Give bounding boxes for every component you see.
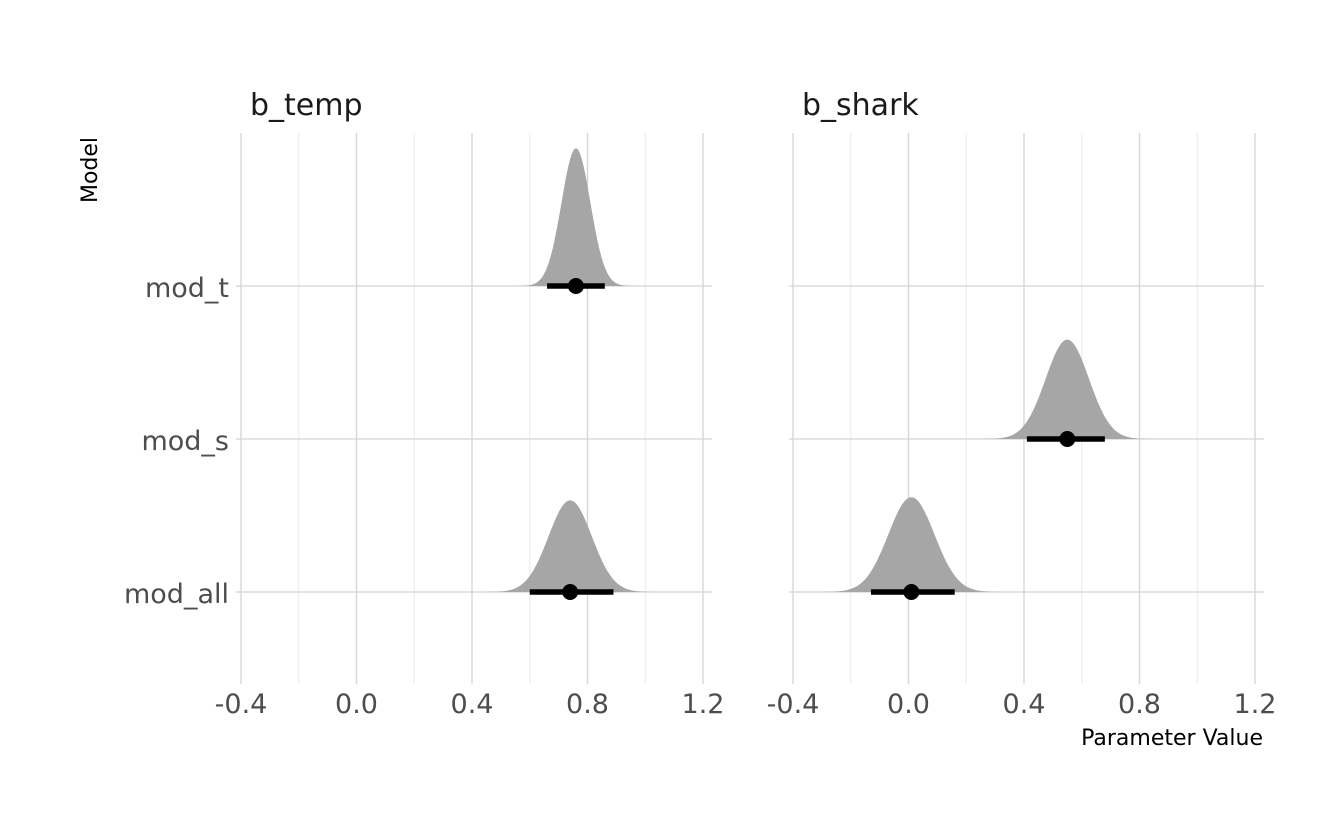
facet-panel: b_temp -0.4 0.0 0.4 0.8 1.2 — [215, 88, 725, 720]
density-shape — [980, 339, 1154, 439]
x-tick-label: -0.4 — [767, 689, 820, 720]
point-estimate — [567, 278, 584, 294]
density-shape — [819, 497, 1004, 592]
panels: b_temp -0.4 0.0 0.4 0.8 1.2 b_shark -0.4 0.0 0.4 0… — [215, 88, 1277, 720]
x-tick-label: -0.4 — [215, 689, 268, 720]
y-axis-labels: mod_t mod_s mod_all — [124, 273, 229, 610]
point-estimate — [1059, 431, 1076, 447]
y-tick-label: mod_s — [141, 426, 229, 457]
point-estimate — [562, 584, 579, 600]
y-tick-label: mod_all — [124, 579, 229, 610]
x-tick-label: 0.0 — [335, 689, 378, 720]
x-tick-label: 0.8 — [566, 689, 609, 720]
x-tick-label: 0.4 — [1003, 689, 1046, 720]
x-tick-label: 0.4 — [451, 689, 494, 720]
facet-title: b_shark — [802, 88, 919, 123]
x-axis-title: Parameter Value — [1081, 726, 1263, 751]
facet-panel: b_shark -0.4 0.0 0.4 0.8 1.2 — [767, 88, 1277, 720]
y-tick-label: mod_t — [145, 273, 229, 304]
density-shape — [518, 148, 634, 286]
point-estimate — [903, 584, 920, 600]
density-shape — [483, 500, 657, 592]
facet-title: b_temp — [250, 88, 363, 123]
x-tick-label: 0.0 — [887, 689, 930, 720]
x-tick-label: 0.8 — [1118, 689, 1161, 720]
y-axis-title: Model — [78, 137, 103, 203]
x-tick-label: 1.2 — [1234, 689, 1277, 720]
x-tick-label: 1.2 — [682, 689, 725, 720]
